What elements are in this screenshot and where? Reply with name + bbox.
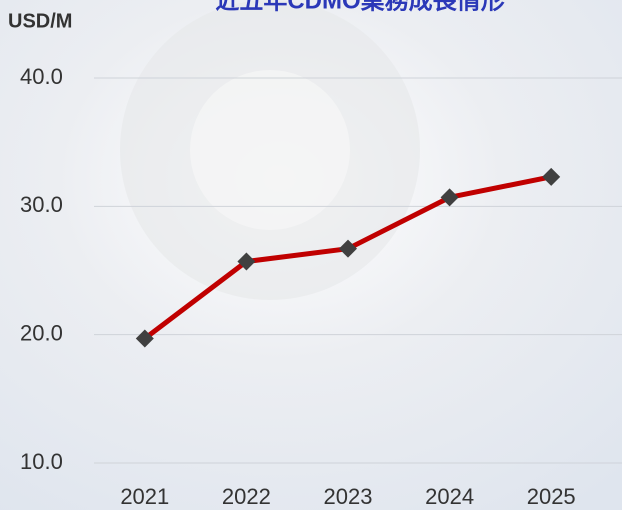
chart: 近五年CDMO業務成長情形 USD/M 10.0 20.0 30.0 40.0 2021… (0, 0, 622, 510)
y-axis-label: USD/M (8, 10, 72, 32)
x-tick-label: 2022 (222, 484, 271, 509)
y-tick-label: 40.0 (20, 64, 63, 89)
chart-title: 近五年CDMO業務成長情形 (215, 0, 504, 14)
x-tick-label: 2024 (425, 484, 474, 509)
y-tick-label: 20.0 (20, 320, 63, 345)
x-tick-label: 2021 (120, 484, 169, 509)
y-tick-label: 10.0 (20, 449, 63, 474)
y-tick-label: 30.0 (20, 192, 63, 217)
x-tick-label: 2025 (527, 484, 576, 509)
x-tick-label: 2023 (324, 484, 373, 509)
